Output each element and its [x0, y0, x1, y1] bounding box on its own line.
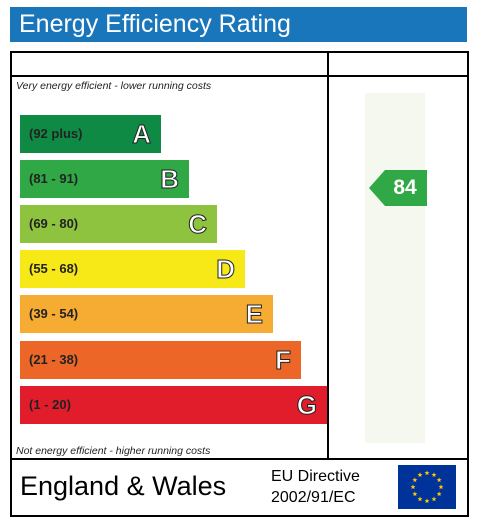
eu-star [431, 496, 437, 502]
eu-star [424, 470, 430, 476]
band-f: (21 - 38) F [20, 341, 301, 379]
band-range: (39 - 54) [29, 306, 79, 321]
eu-star [417, 496, 423, 502]
eu-flag-icon [398, 465, 456, 509]
footer-divider [12, 458, 467, 460]
eu-star [410, 484, 416, 490]
eu-star [412, 491, 418, 497]
eu-star [436, 477, 442, 483]
eu-star [438, 484, 444, 490]
eu-star [436, 491, 442, 497]
band-range: (55 - 68) [29, 261, 79, 276]
footer-country: England & Wales [20, 471, 227, 501]
band-b: (81 - 91) B [20, 160, 189, 198]
band-e: (39 - 54) E [20, 295, 273, 333]
footer-directive: EU Directive 2002/91/EC [271, 466, 360, 508]
current-rating-arrow: 84 [369, 170, 427, 206]
rating-table: Very energy efficient - lower running co… [10, 51, 469, 517]
header-divider [12, 75, 467, 77]
band-letter: G [296, 390, 317, 421]
caption-bottom: Not energy efficient - higher running co… [16, 445, 211, 457]
caption-top: Very energy efficient - lower running co… [16, 80, 212, 92]
band-range: (92 plus) [29, 126, 83, 141]
band-letter: A [132, 119, 152, 150]
band-g: (1 - 20) G [20, 386, 327, 424]
band-letter: F [275, 345, 292, 376]
eu-star [412, 477, 418, 483]
band-a: (92 plus) A [20, 115, 161, 153]
band-letter: B [160, 164, 180, 195]
directive-line-1: EU Directive [271, 468, 360, 485]
band-c: (69 - 80) C [20, 205, 217, 243]
band-letter: E [245, 299, 263, 330]
band-letter: D [216, 254, 236, 285]
eu-star [417, 472, 423, 477]
current-rating-column [365, 93, 425, 443]
band-range: (81 - 91) [29, 171, 79, 186]
band-range: (21 - 38) [29, 352, 79, 367]
band-range: (69 - 80) [29, 216, 79, 231]
directive-line-2: 2002/91/EC [271, 489, 356, 506]
band-range: (1 - 20) [29, 397, 71, 412]
band-letter: C [188, 209, 208, 240]
page-title: Energy Efficiency Rating [19, 10, 291, 38]
current-rating-value: 84 [393, 176, 417, 199]
eu-star [424, 498, 430, 504]
eu-star [431, 472, 437, 477]
column-divider [327, 53, 329, 460]
title-bar: Energy Efficiency Rating [10, 7, 467, 42]
band-d: (55 - 68) D [20, 250, 245, 288]
rating-arrow-shape [369, 170, 427, 206]
